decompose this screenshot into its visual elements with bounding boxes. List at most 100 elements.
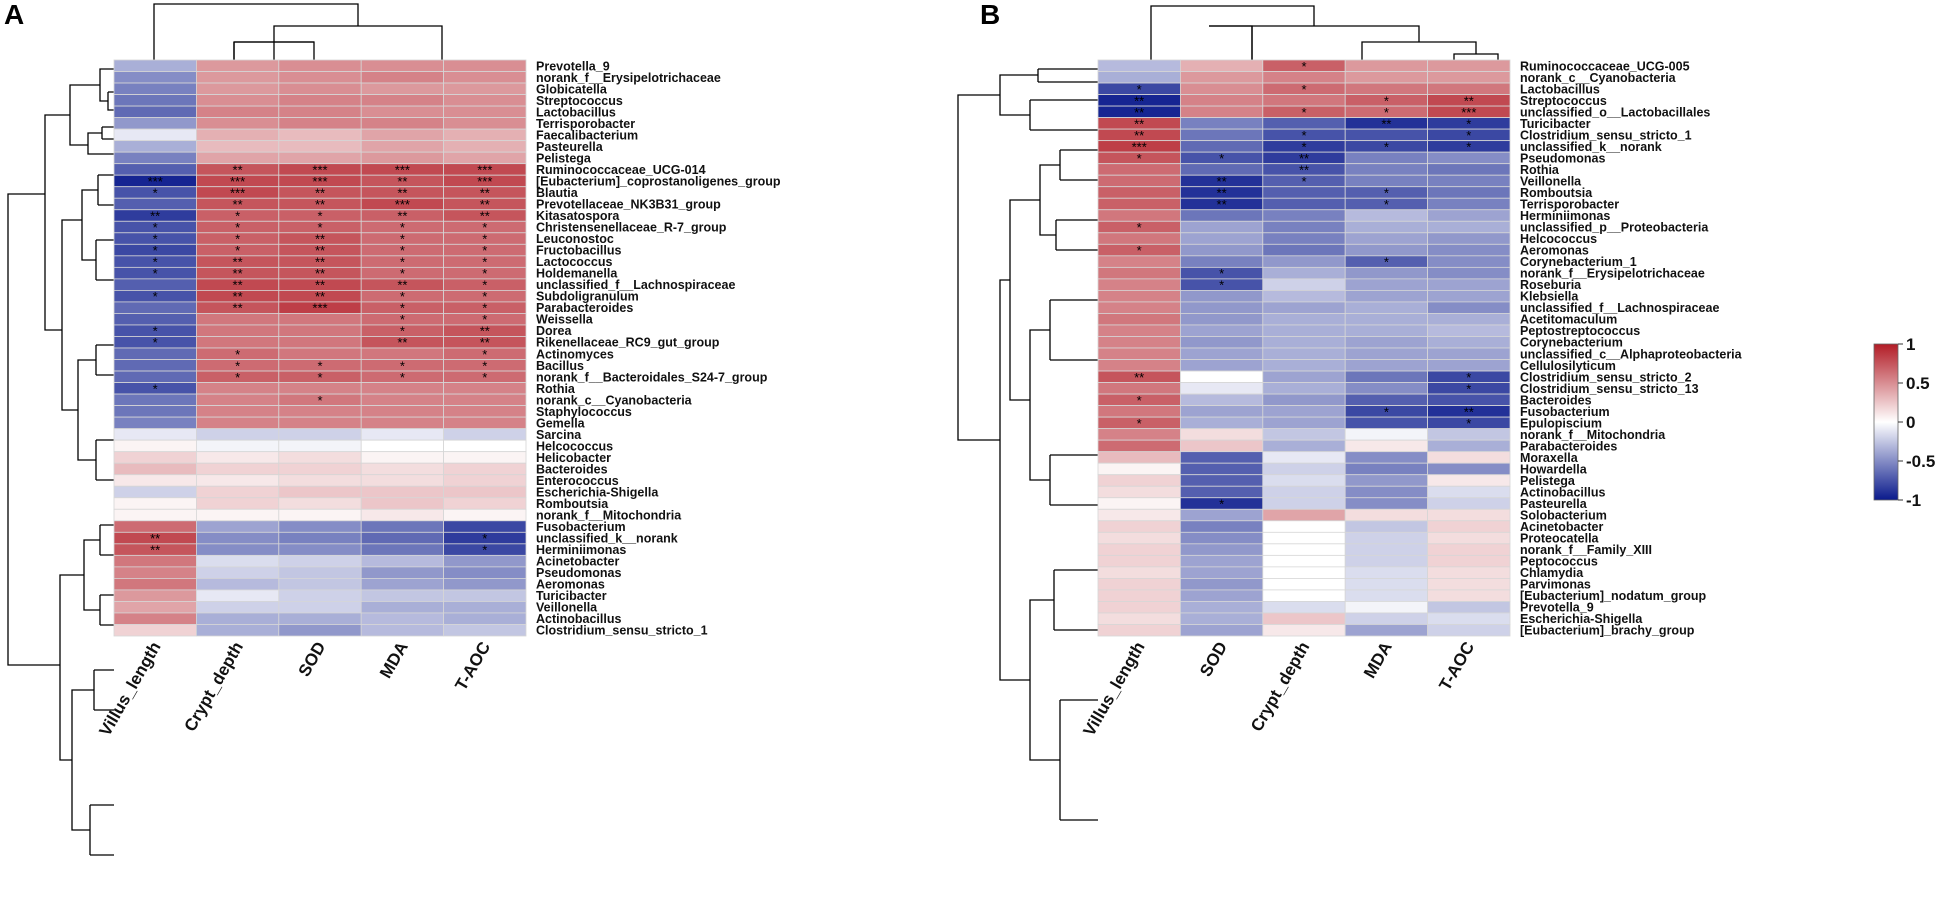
heatmap-cell (195, 71, 280, 84)
row-label: [Eubacterium]_brachy_group (1520, 624, 1695, 638)
significance-mark: * (482, 531, 487, 546)
heatmap-cell (1344, 416, 1428, 430)
heatmap-cell (1427, 462, 1511, 476)
heatmap-cell (1097, 578, 1181, 591)
column-label: MDA (376, 639, 412, 682)
heatmap-cell (1427, 255, 1511, 268)
heatmap-cell (1427, 624, 1511, 637)
row-label: Romboutsia (536, 497, 609, 511)
heatmap-cell (1427, 243, 1511, 257)
heatmap-cell (1427, 197, 1511, 211)
heatmap-cell (195, 601, 280, 614)
column-label: T-AOC (451, 639, 494, 694)
heatmap-cell (360, 543, 445, 556)
row-label: Pelistega (1520, 474, 1576, 488)
heatmap-cell (113, 94, 197, 107)
significance-mark: * (235, 358, 240, 373)
heatmap-cell (1097, 566, 1181, 579)
row-label: Lactobacillus (536, 105, 616, 119)
heatmap-cell (195, 140, 280, 153)
heatmap-cell (360, 382, 445, 395)
significance-mark: ** (397, 209, 407, 224)
significance-mark: ** (233, 266, 243, 281)
row-label: norank_f__Erysipelotrichaceae (536, 71, 721, 85)
heatmap-cell (443, 474, 527, 487)
significance-mark: *** (312, 162, 327, 177)
heatmap-cell (1427, 589, 1511, 602)
significance-mark: * (153, 255, 158, 270)
heatmap-cell (1344, 232, 1428, 245)
heatmap-cell (278, 324, 362, 337)
heatmap-cell (1427, 508, 1511, 522)
significance-mark: ** (397, 278, 407, 293)
significance-mark: ** (150, 209, 160, 224)
significance-mark: *** (148, 174, 163, 189)
panel-a-row-dendrogram (7, 68, 114, 856)
heatmap-cell (1180, 439, 1264, 453)
significance-mark: * (1137, 151, 1142, 166)
row-label: Fructobacillus (536, 244, 621, 258)
significance-mark: ** (233, 197, 243, 212)
heatmap-cell (1344, 59, 1428, 72)
heatmap-cell (443, 589, 527, 602)
row-label: Howardella (1520, 462, 1588, 476)
significance-mark: * (400, 324, 405, 339)
significance-mark: * (1384, 255, 1389, 270)
row-label: Prevotella_9 (1520, 601, 1594, 615)
heatmap-cell (1427, 485, 1511, 499)
significance-mark: * (400, 358, 405, 373)
heatmap-cell (1262, 209, 1346, 222)
heatmap-cell (113, 416, 197, 430)
heatmap-cell (1262, 601, 1346, 614)
heatmap-cell (278, 543, 362, 556)
heatmap-cell (1427, 566, 1511, 579)
heatmap-cell (1344, 163, 1428, 176)
row-label: Fusobacterium (536, 520, 626, 534)
heatmap-cell (278, 140, 362, 153)
heatmap-cell (443, 393, 527, 406)
significance-mark: *** (230, 185, 245, 200)
significance-mark: * (482, 358, 487, 373)
heatmap-cell (113, 462, 197, 476)
panel-b-column-labels: Villus_length SOD Crypt_depth MDA T-AOC (1079, 639, 1478, 740)
significance-mark: * (1466, 139, 1471, 154)
row-label: Helcococcus (1520, 232, 1597, 246)
heatmap-cell (1344, 601, 1428, 614)
significance-mark: ** (1217, 185, 1227, 200)
panel-b-row-labels: Ruminococcaceae_UCG-005norank_c__Cyanoba… (1520, 59, 1743, 637)
heatmap-cell (1097, 497, 1181, 510)
heatmap-cell (1262, 543, 1346, 556)
row-label: Pseudomonas (1520, 151, 1605, 165)
heatmap-cell (1344, 289, 1428, 303)
heatmap-cell (1262, 416, 1346, 430)
significance-mark: * (400, 301, 405, 316)
heatmap-cell (443, 612, 527, 625)
row-label: Herminiimonas (536, 543, 626, 557)
column-label: T-AOC (1435, 639, 1478, 694)
heatmap-cell (1262, 439, 1346, 453)
row-label: norank_c__Cyanobacteria (536, 393, 693, 407)
heatmap-cell (1344, 336, 1428, 349)
significance-mark: * (1137, 220, 1142, 235)
row-label: Pasteurella (1520, 497, 1588, 511)
heatmap-cell (360, 140, 445, 153)
heatmap-cell (1427, 71, 1511, 84)
heatmap-cell (1262, 520, 1346, 533)
heatmap-cell (1180, 531, 1264, 545)
significance-mark: ** (1134, 116, 1144, 131)
row-label: [Eubacterium]_nodatum_group (1520, 589, 1706, 603)
row-label: Prevotellaceae_NK3B31_group (536, 198, 721, 212)
significance-mark: ** (1299, 162, 1309, 177)
heatmap-cell (278, 612, 362, 625)
significance-mark: * (400, 370, 405, 385)
heatmap-cell (1180, 347, 1264, 360)
heatmap-cell (443, 405, 527, 418)
heatmap-cell (1344, 462, 1428, 476)
heatmap-cell (1097, 462, 1181, 476)
heatmap-cell (360, 405, 445, 418)
significance-mark: * (482, 312, 487, 327)
significance-mark: * (400, 232, 405, 247)
significance-mark: * (317, 370, 322, 385)
row-label: Staphylococcus (536, 405, 632, 419)
row-label: norank_f__Bacteroidales_S24-7_group (536, 370, 768, 384)
